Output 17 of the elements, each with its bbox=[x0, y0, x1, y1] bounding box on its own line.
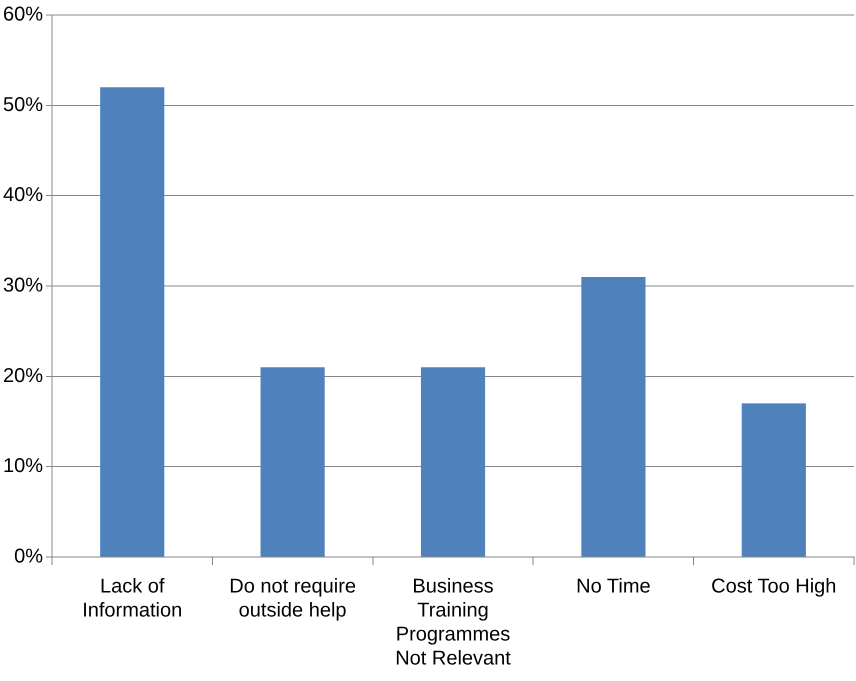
y-tick-label: 60% bbox=[3, 4, 44, 26]
x-tick-label: Do not require outside help bbox=[229, 576, 356, 622]
y-tick-label: 0% bbox=[14, 546, 44, 568]
y-tick-label: 10% bbox=[3, 455, 44, 478]
y-tick-label: 50% bbox=[3, 94, 44, 116]
bar bbox=[260, 367, 325, 556]
x-tick-label: Lack of Information bbox=[82, 576, 182, 622]
x-tick-label: Business Training Programmes Not Relevant bbox=[395, 576, 512, 670]
bar bbox=[742, 403, 806, 556]
x-tick-label: No Time bbox=[576, 576, 651, 598]
y-tick-label: 30% bbox=[3, 274, 44, 297]
bar bbox=[420, 367, 486, 556]
y-tick-label: 40% bbox=[3, 184, 44, 206]
x-tick-label: Cost Too High bbox=[711, 576, 836, 598]
bar bbox=[100, 87, 164, 556]
bar bbox=[581, 276, 646, 556]
y-tick-label: 20% bbox=[3, 364, 44, 387]
